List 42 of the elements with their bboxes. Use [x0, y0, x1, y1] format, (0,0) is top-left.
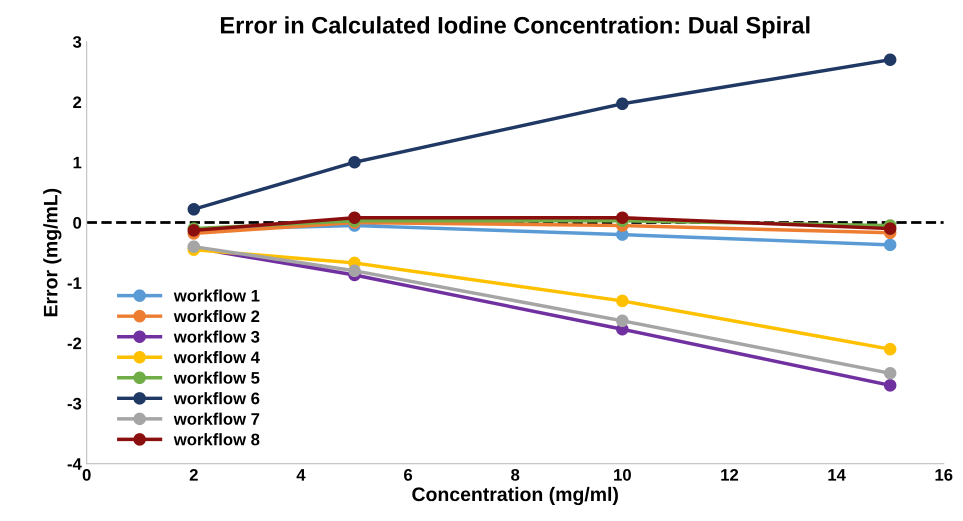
point	[616, 211, 629, 224]
chart-title: Error in Calculated Iodine Concentration: Dual Spiral	[220, 16, 810, 38]
x-tick-label: 12	[721, 468, 738, 481]
y-axis-title: Error (mg/mL)	[43, 188, 62, 316]
point	[348, 264, 361, 278]
legend-label: workflow 2	[174, 310, 260, 322]
x-tick-label: 10	[614, 468, 631, 481]
point	[884, 238, 896, 252]
legend-label: workflow 8	[174, 433, 260, 446]
legend-label: workflow 4	[174, 351, 260, 364]
x-tick-label: 16	[936, 468, 952, 481]
x-tick-label: 14	[828, 469, 846, 481]
legend-label: workflow 6	[174, 392, 260, 404]
x-tick-label: 6	[404, 468, 412, 481]
point	[616, 98, 629, 110]
x-tick-label: 8	[511, 468, 520, 481]
point	[348, 211, 361, 224]
point	[884, 222, 896, 235]
point	[616, 294, 629, 308]
point	[884, 54, 896, 66]
y-tick-label: 3	[72, 36, 82, 48]
x-axis-title: Concentration (mg/ml)	[412, 486, 618, 506]
point	[884, 367, 896, 380]
y-tick-label: -1	[68, 277, 82, 289]
y-tick-label: -4	[68, 458, 82, 470]
y-tick-label: 1	[74, 156, 82, 168]
legend-label: workflow 1	[174, 289, 260, 302]
x-tick-label: 4	[296, 469, 306, 481]
point	[348, 156, 361, 169]
legend-label: workflow 3	[174, 330, 260, 343]
point	[884, 379, 896, 392]
legend-label: workflow 5	[174, 372, 260, 384]
x-tick-label: 2	[190, 468, 198, 481]
point	[616, 314, 629, 328]
y-tick-label: 0	[73, 216, 82, 229]
point	[884, 342, 896, 356]
legend-label: workflow 7	[174, 412, 260, 425]
x-tick-label: 0	[82, 468, 91, 481]
y-tick-label: -2	[68, 338, 82, 350]
y-tick-label: 2	[73, 96, 82, 108]
point	[188, 203, 200, 216]
y-tick-label: -3	[68, 398, 82, 410]
